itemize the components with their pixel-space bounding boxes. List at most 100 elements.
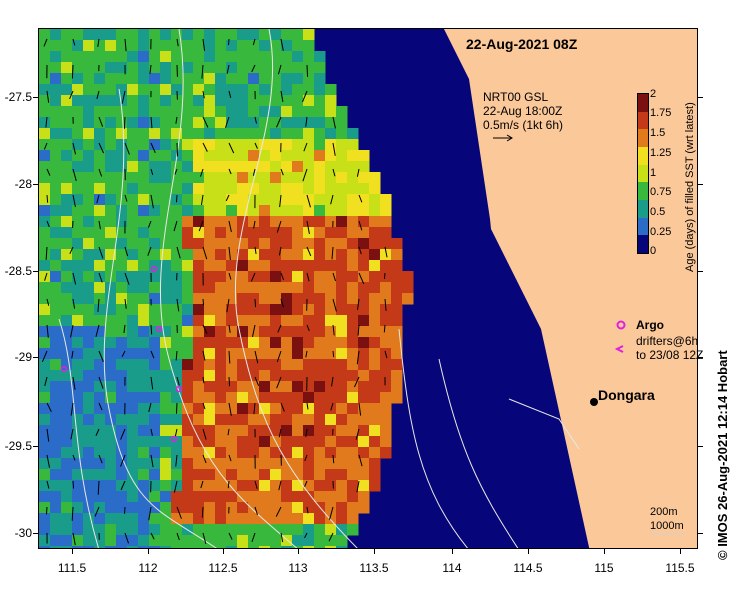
sst-pixel bbox=[83, 73, 95, 85]
sst-pixel bbox=[193, 40, 205, 52]
sst-pixel bbox=[270, 139, 282, 151]
sst-pixel bbox=[237, 513, 249, 525]
sst-pixel bbox=[336, 227, 348, 239]
sst-pixel bbox=[182, 139, 194, 151]
sst-pixel bbox=[248, 535, 260, 547]
sst-pixel bbox=[138, 381, 150, 393]
sst-pixel bbox=[160, 29, 172, 41]
sst-pixel bbox=[380, 216, 392, 228]
sst-pixel bbox=[105, 183, 117, 195]
sst-pixel bbox=[336, 106, 348, 118]
sst-pixel bbox=[314, 84, 326, 96]
sst-pixel bbox=[391, 315, 403, 327]
sst-pixel bbox=[127, 95, 139, 107]
sst-pixel bbox=[347, 425, 359, 437]
sst-pixel bbox=[303, 337, 315, 349]
sst-pixel bbox=[237, 282, 249, 294]
sst-pixel bbox=[270, 414, 282, 426]
sst-pixel bbox=[171, 436, 183, 448]
sst-pixel bbox=[281, 392, 293, 404]
sst-pixel bbox=[182, 29, 194, 41]
sst-pixel bbox=[61, 447, 73, 459]
sst-pixel bbox=[94, 469, 106, 481]
current-vector bbox=[358, 194, 363, 203]
current-vector bbox=[304, 480, 308, 487]
sst-pixel bbox=[292, 161, 304, 173]
sst-pixel bbox=[182, 348, 194, 360]
current-vector bbox=[97, 38, 100, 47]
sst-pixel bbox=[369, 205, 381, 217]
sst-pixel bbox=[281, 128, 293, 140]
sst-pixel bbox=[325, 370, 337, 382]
current-vector bbox=[356, 350, 360, 365]
sst-pixel bbox=[226, 227, 238, 239]
sst-pixel bbox=[72, 128, 84, 140]
current-vector bbox=[175, 350, 178, 361]
sst-pixel bbox=[171, 469, 183, 481]
sst-pixel bbox=[270, 502, 282, 514]
sst-pixel bbox=[270, 425, 282, 437]
sst-pixel bbox=[193, 315, 205, 327]
sst-pixel bbox=[171, 502, 183, 514]
sst-pixel bbox=[215, 491, 227, 503]
sst-pixel bbox=[116, 524, 128, 536]
sst-pixel bbox=[72, 447, 84, 459]
sst-pixel bbox=[61, 183, 73, 195]
sst-pixel bbox=[39, 447, 51, 459]
sst-pixel bbox=[138, 249, 150, 261]
sst-pixel bbox=[292, 51, 304, 63]
depth-contour-line bbox=[159, 29, 298, 548]
sst-pixel bbox=[248, 260, 260, 272]
sst-pixel bbox=[160, 293, 172, 305]
sst-pixel bbox=[358, 480, 370, 492]
sst-pixel bbox=[39, 480, 51, 492]
sst-pixel bbox=[105, 73, 117, 85]
sst-pixel bbox=[314, 117, 326, 129]
colorbar-segment bbox=[638, 217, 648, 236]
sst-pixel bbox=[94, 271, 106, 283]
sst-pixel bbox=[237, 370, 249, 382]
sst-pixel bbox=[281, 535, 293, 547]
sst-pixel bbox=[171, 183, 183, 195]
sst-pixel bbox=[50, 95, 62, 107]
sst-pixel bbox=[50, 106, 62, 118]
sst-pixel bbox=[39, 161, 51, 173]
sst-pixel bbox=[149, 238, 161, 250]
sst-pixel bbox=[248, 359, 260, 371]
sst-pixel bbox=[105, 249, 117, 261]
sst-pixel bbox=[61, 414, 73, 426]
sst-pixel bbox=[83, 128, 95, 140]
sst-pixel bbox=[325, 128, 337, 140]
sst-pixel bbox=[182, 260, 194, 272]
sst-pixel bbox=[237, 172, 249, 184]
current-vector bbox=[202, 428, 207, 440]
sst-pixel bbox=[204, 348, 216, 360]
sst-pixel bbox=[204, 458, 216, 470]
sst-pixel bbox=[105, 535, 117, 547]
sst-pixel bbox=[215, 348, 227, 360]
lat-tick-mark bbox=[33, 97, 38, 98]
sst-pixel bbox=[259, 249, 271, 261]
current-vector bbox=[41, 350, 48, 362]
sst-pixel bbox=[204, 304, 216, 316]
sst-pixel bbox=[303, 535, 315, 547]
sst-pixel bbox=[369, 249, 381, 261]
sst-pixel bbox=[171, 491, 183, 503]
sst-pixel bbox=[127, 480, 139, 492]
sst-pixel bbox=[171, 524, 183, 536]
sst-pixel bbox=[72, 469, 84, 481]
sst-pixel bbox=[248, 425, 260, 437]
sst-pixel bbox=[215, 73, 227, 85]
sst-pixel bbox=[160, 51, 172, 63]
sst-pixel bbox=[83, 425, 95, 437]
sst-pixel bbox=[72, 535, 84, 547]
sst-pixel bbox=[182, 128, 194, 140]
sst-pixel bbox=[171, 513, 183, 525]
sst-pixel bbox=[270, 348, 282, 360]
sst-pixel bbox=[325, 414, 337, 426]
sst-pixel bbox=[369, 480, 381, 492]
sst-pixel bbox=[259, 370, 271, 382]
colorbar-tick-label: 2 bbox=[650, 88, 657, 100]
sst-pixel bbox=[248, 414, 260, 426]
sst-pixel bbox=[358, 194, 370, 206]
